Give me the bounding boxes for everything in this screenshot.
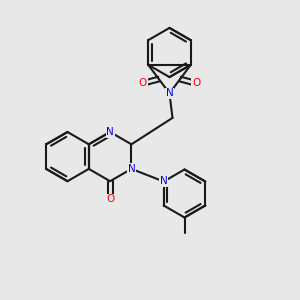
- Text: N: N: [166, 88, 173, 98]
- Text: N: N: [160, 176, 168, 187]
- Text: O: O: [192, 78, 200, 88]
- Text: O: O: [139, 78, 147, 88]
- Text: O: O: [106, 194, 114, 204]
- Text: N: N: [106, 127, 114, 137]
- Text: N: N: [128, 164, 135, 174]
